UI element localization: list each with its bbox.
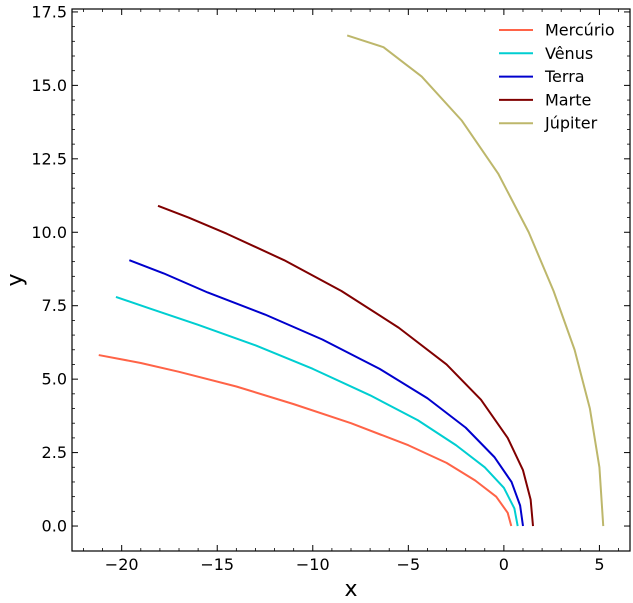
x-tick-label: −10: [296, 555, 330, 574]
y-axis-label: y: [3, 273, 28, 286]
legend-label-3: Marte: [545, 90, 591, 109]
x-axis-ticks: −20 −15 −10 −5 0 5: [83, 9, 619, 574]
legend-label-2: Terra: [544, 67, 585, 86]
y-tick-label: 10.0: [31, 223, 67, 242]
x-tick-label: −15: [200, 555, 234, 574]
x-tick-label: 0: [499, 555, 509, 574]
legend-label-4: Júpiter: [544, 114, 598, 133]
series-line-4: [346, 34, 605, 527]
series-line-1: [115, 295, 519, 527]
y-tick-label: 7.5: [42, 296, 67, 315]
x-tick-label: 5: [594, 555, 604, 574]
y-tick-label: 5.0: [42, 370, 67, 389]
x-tick-label: −5: [397, 555, 421, 574]
y-tick-label: 17.5: [31, 2, 67, 21]
y-tick-label: 2.5: [42, 443, 67, 462]
series-line-0: [98, 354, 513, 527]
y-tick-label: 15.0: [31, 76, 67, 95]
x-tick-label: −20: [105, 555, 139, 574]
legend-label-1: Vênus: [545, 44, 593, 63]
series-line-3: [157, 204, 534, 527]
legend-label-0: Mercúrio: [545, 21, 615, 40]
x-axis-label: x: [344, 577, 357, 602]
y-axis-ticks: 0.0 2.5 5.0 7.5 10.0 12.5 15.0 17.5: [31, 2, 630, 536]
series-line-2: [128, 259, 524, 527]
y-tick-label: 12.5: [31, 149, 67, 168]
legend: Mercúrio Vênus Terra Marte Júpiter: [499, 21, 615, 133]
plot-series: [98, 34, 605, 527]
y-tick-label: 0.0: [42, 517, 67, 536]
